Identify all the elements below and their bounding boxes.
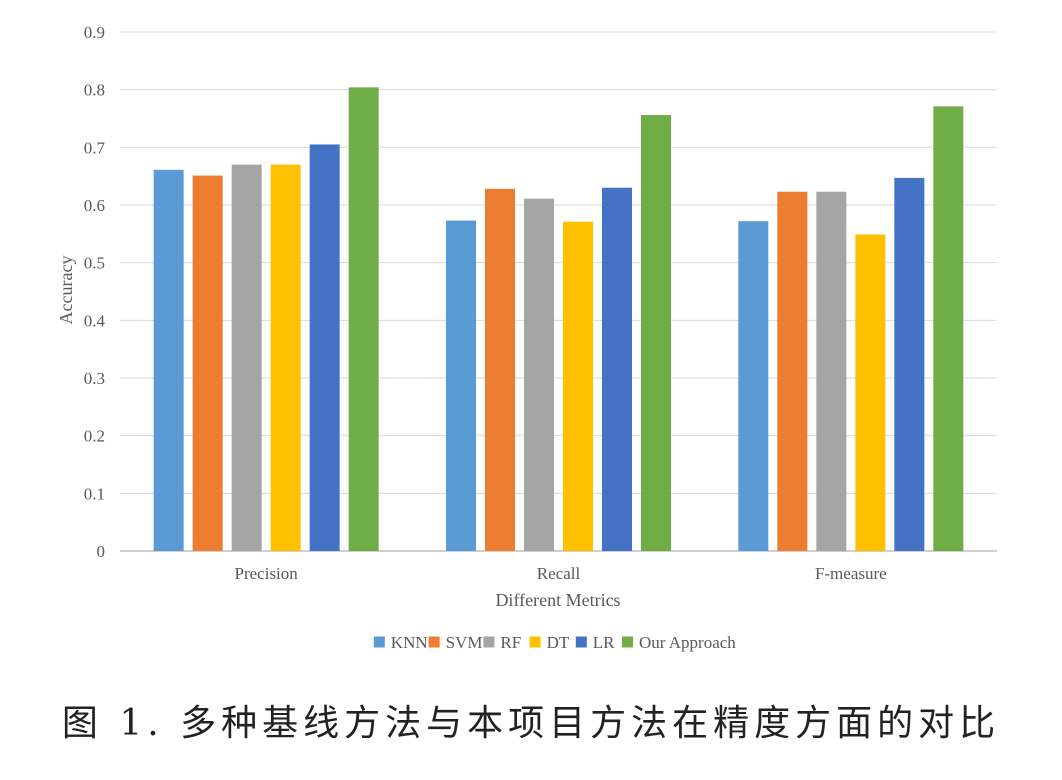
bar-knn-f-measure <box>738 221 769 551</box>
figure-caption: 图 1. 多种基线方法与本项目方法在精度方面的对比 <box>61 703 1001 744</box>
legend-swatch <box>529 636 541 648</box>
y-tick-label: 0 <box>97 542 106 561</box>
y-tick-label: 0.7 <box>84 138 106 157</box>
legend-label: RF <box>500 633 521 652</box>
legend-swatch <box>483 636 495 648</box>
bar-rf-precision <box>231 164 262 551</box>
bar-knn-recall <box>446 220 476 551</box>
bar-dt-recall <box>563 221 593 551</box>
bar-dt-f-measure <box>855 234 886 551</box>
bar-chart: 0 0.1 0.2 0.3 0.4 0.5 0.6 0.7 0.8 0.9 Precision Re… <box>56 23 997 652</box>
x-category-label: Precision <box>235 564 299 583</box>
y-axis-title: Accuracy <box>56 256 76 325</box>
y-tick-label: 0.4 <box>84 311 106 330</box>
legend-label: SVM <box>446 633 483 652</box>
bar-knn-precision <box>153 169 184 551</box>
y-tick-label: 0.5 <box>84 254 105 273</box>
y-tick-label: 0.1 <box>84 484 105 503</box>
y-axis-ticks: 0 0.1 0.2 0.3 0.4 0.5 0.6 0.7 0.8 0.9 <box>84 23 106 561</box>
legend-swatch <box>373 636 385 648</box>
x-category-label: Recall <box>537 564 581 583</box>
bar-svm-f-measure <box>777 191 808 551</box>
legend-label: LR <box>593 633 615 652</box>
legend-swatch <box>428 636 440 648</box>
bar-svm-precision <box>192 175 223 551</box>
bar-rf-recall <box>524 198 554 551</box>
bar-our-approach-f-measure <box>933 106 964 551</box>
gridlines <box>120 31 997 552</box>
bar-lr-precision <box>309 144 340 551</box>
legend-swatch <box>622 636 633 648</box>
x-axis-categories: Precision Recall F-measure <box>235 564 887 583</box>
bar-our-approach-precision <box>348 87 379 552</box>
x-axis-title: Different Metrics <box>495 590 620 610</box>
bar-dt-precision <box>270 164 301 551</box>
legend-swatch <box>575 636 587 648</box>
y-tick-label: 0.8 <box>84 81 105 100</box>
bar-svm-recall <box>485 188 515 551</box>
y-tick-label: 0.3 <box>84 369 105 388</box>
legend-label: KNN <box>391 633 428 652</box>
bar-our-approach-recall <box>641 115 671 551</box>
y-tick-label: 0.6 <box>84 196 105 215</box>
bar-rf-f-measure <box>816 191 847 551</box>
x-category-label: F-measure <box>815 564 887 583</box>
legend-label: Our Approach <box>639 633 736 652</box>
y-tick-label: 0.9 <box>84 23 105 42</box>
bar-lr-f-measure <box>894 177 925 551</box>
bars <box>153 87 964 552</box>
y-tick-label: 0.2 <box>84 427 105 446</box>
legend-label: DT <box>547 633 570 652</box>
bar-lr-recall <box>602 187 632 551</box>
legend: KNN SVM RF DT LR Our Approach <box>373 633 736 652</box>
